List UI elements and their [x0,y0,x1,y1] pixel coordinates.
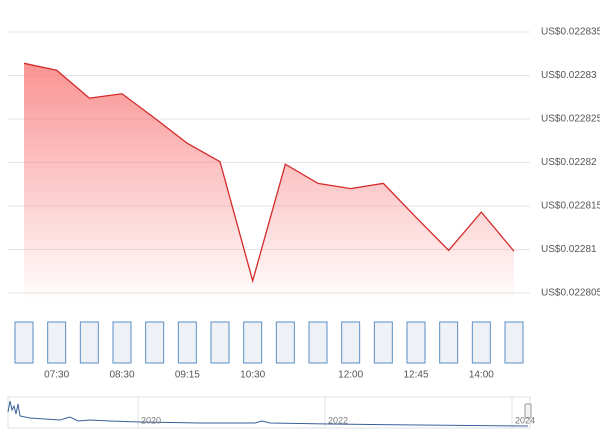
navigator-label: 2024 [515,415,535,425]
volume-bar [243,321,263,364]
navigator-frame [7,396,531,429]
volume-bar [373,321,393,364]
volume-bar [471,321,491,364]
y-tick-label: US$0.022805 [541,288,600,299]
volume-bar [308,321,328,364]
volume-bar [47,321,67,364]
y-tick-label: US$0.022825 [541,114,600,125]
volume-bar [210,321,230,364]
y-tick-label: US$0.02283 [541,70,597,81]
navigator-label: 2022 [328,415,348,425]
x-tick-label: 10:30 [240,370,265,381]
price-line [23,62,515,284]
y-tick-label: US$0.02282 [541,157,597,168]
volume-bar [79,321,99,364]
volume-bar [275,321,295,364]
volume-bar [341,321,361,364]
x-tick-label: 07:30 [44,370,69,381]
navigator-line [7,400,529,427]
volume-bar [112,321,132,364]
volume-bar [439,321,459,364]
x-tick-label: 14:00 [469,370,494,381]
x-tick-label: 12:00 [338,370,363,381]
area-fill [24,63,514,298]
volume-bar [406,321,426,364]
volume-bar [177,321,197,364]
navigator-handle[interactable] [524,403,532,419]
x-tick-label: 08:30 [109,370,134,381]
y-tick-label: US$0.02281 [541,244,597,255]
y-tick-label: US$0.022815 [541,201,600,212]
navigator-label: 2020 [141,415,161,425]
y-tick-label: US$0.022835 [541,27,600,38]
volume-bar [14,321,34,364]
x-tick-label: 12:45 [403,370,428,381]
volume-bar [504,321,524,364]
navigator[interactable]: 2020 2022 2024 [7,396,535,429]
x-tick-label: 09:15 [175,370,200,381]
volume-bar [145,321,165,364]
